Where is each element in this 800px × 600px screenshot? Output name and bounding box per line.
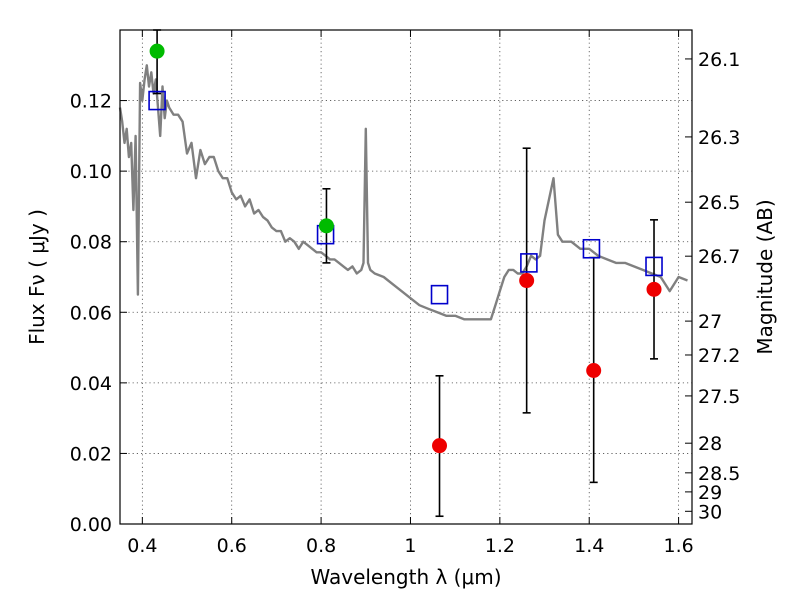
model-photometry-square (148, 90, 166, 111)
plot-area (118, 29, 688, 518)
magnitude-tick-label: 27.5 (698, 386, 740, 408)
magnitude-tick-label: 30 (698, 501, 722, 523)
red-point (586, 363, 602, 379)
x-tick-label: 0.8 (306, 535, 336, 557)
y-tick-label: 0.04 (70, 373, 112, 395)
grid-lines (120, 30, 692, 525)
y-tick-label: 0.08 (70, 232, 112, 254)
x-tick-label: 1.6 (663, 535, 693, 557)
y-tick-label: 0.02 (70, 443, 112, 465)
error-bars (153, 29, 659, 518)
x-tick-label: 0.4 (127, 535, 157, 557)
magnitude-tick-label: 28 (698, 433, 722, 455)
model-photometry-square (430, 284, 449, 305)
x-axis-label: Wavelength λ (μm) (310, 565, 501, 589)
model-photometry-square (520, 253, 538, 273)
y-tick-label: 0.00 (70, 514, 112, 536)
magnitude-tick-label: 26.7 (698, 246, 740, 268)
model-photometry-square (645, 256, 663, 277)
x-tick-label: 0.6 (217, 535, 247, 557)
red-points (432, 273, 662, 454)
model-photometry-square (582, 238, 601, 259)
x-axis-ticks: 0.4 0.6 0.8 1 1.2 1.4 1.6 (127, 30, 694, 557)
magnitude-tick-label: 26.5 (698, 192, 740, 214)
magnitude-tick-label: 27.2 (698, 345, 740, 367)
magnitude-tick-label: 29 (698, 482, 722, 504)
magnitude-tick-label: 27 (698, 311, 722, 333)
y-tick-label: 0.12 (70, 91, 112, 113)
model-photometry-markers (148, 90, 663, 305)
magnitude-tick-label: 28.5 (698, 463, 740, 485)
x-tick-label: 1 (404, 535, 416, 557)
detection-point (149, 43, 165, 59)
red-point (646, 281, 662, 297)
y-axis-label: Flux Fν ( μJy ) (25, 209, 49, 345)
red-point (432, 438, 448, 454)
y-tick-label: 0.06 (70, 302, 112, 324)
y-axis-ticks: 0.00 0.02 0.04 0.06 0.08 0.10 0.12 (70, 91, 127, 536)
red-point (519, 273, 535, 289)
x-tick-label: 1.2 (485, 535, 515, 557)
detection-points (149, 43, 334, 234)
magnitude-tick-label: 26.3 (698, 127, 740, 149)
right-axis-label: Magnitude (AB) (753, 199, 777, 354)
y-tick-label: 0.10 (70, 161, 112, 183)
plot-frame (119, 29, 693, 525)
magnitude-tick-label: 26.1 (698, 49, 740, 71)
detection-point (318, 218, 334, 234)
x-tick-label: 1.4 (574, 535, 604, 557)
model-spectrum-line (118, 64, 688, 321)
